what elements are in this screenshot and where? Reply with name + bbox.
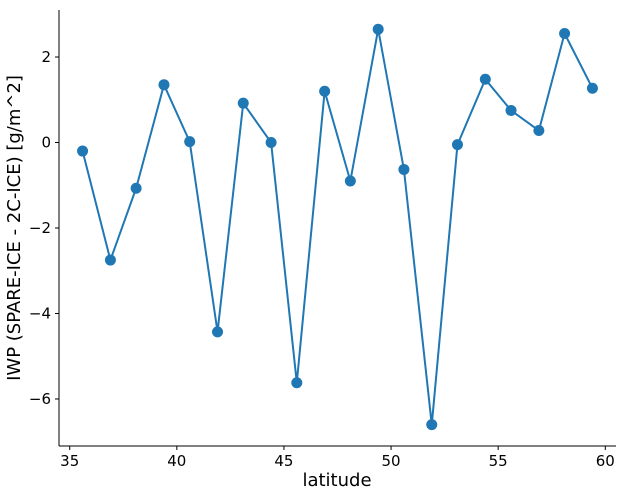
y-tick-label: 2 (41, 48, 51, 66)
data-point (451, 139, 463, 151)
data-point (398, 163, 410, 175)
data-point (372, 23, 384, 35)
data-point (319, 85, 331, 97)
x-tick-label: 55 (489, 452, 508, 470)
data-point (505, 104, 517, 116)
x-axis-ticks: 35 40 45 50 55 60 (60, 446, 615, 470)
series-group (77, 23, 598, 431)
x-tick-label: 60 (596, 452, 615, 470)
data-point (426, 419, 438, 431)
data-point (586, 82, 598, 94)
x-tick-label: 40 (167, 452, 186, 470)
data-point (237, 97, 249, 109)
data-point (559, 28, 571, 40)
y-tick-label: 0 (41, 134, 51, 152)
data-point (291, 377, 303, 389)
y-tick-label: −6 (29, 390, 51, 408)
data-point (212, 326, 224, 338)
data-point (158, 79, 170, 91)
data-point (344, 175, 356, 187)
y-tick-label: −4 (29, 304, 51, 322)
data-point (184, 136, 196, 148)
x-tick-label: 35 (60, 452, 79, 470)
data-point (265, 137, 277, 149)
data-point (479, 73, 491, 85)
y-tick-label: −2 (29, 219, 51, 237)
data-point (77, 145, 89, 157)
series-line (81, 28, 594, 426)
y-axis-ticks: −6 −4 −2 0 2 (29, 48, 59, 408)
y-axis-title: IWP (SPARE-ICE - 2C-ICE) [g/m^2] (4, 75, 25, 381)
x-tick-label: 45 (274, 452, 293, 470)
data-point (130, 182, 142, 194)
data-point (533, 125, 545, 137)
data-point (104, 254, 116, 266)
x-axis-title: latitude (302, 470, 371, 491)
x-tick-label: 50 (382, 452, 401, 470)
